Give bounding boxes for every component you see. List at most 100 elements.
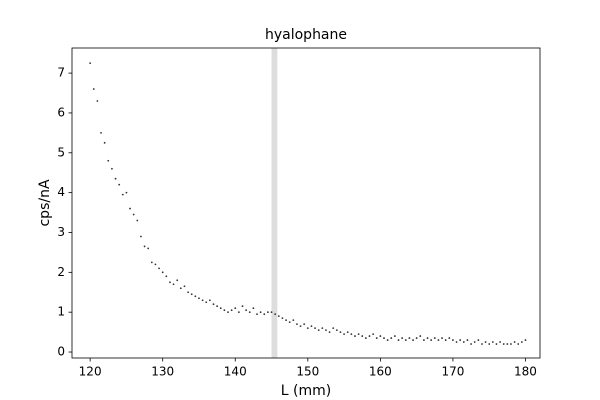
point [288,321,291,324]
point [274,313,277,316]
point [118,183,121,186]
point [459,339,462,341]
point [372,333,375,335]
point [299,325,302,328]
point [306,327,309,330]
point [248,311,251,314]
point [397,339,400,341]
point [125,191,128,194]
point [357,333,360,335]
point [96,100,99,102]
point [448,337,451,339]
point [332,327,335,330]
point [92,88,95,90]
point [267,311,269,314]
point [107,159,110,162]
point [237,311,240,314]
point [245,309,248,312]
point [524,339,527,341]
point [176,279,179,282]
point [339,331,342,334]
point [303,323,306,326]
point [223,309,226,312]
point [470,343,472,345]
point [169,281,171,284]
point [517,343,520,345]
x-tick-label: 140 [224,365,247,379]
point [513,341,516,343]
point [346,331,349,334]
point [361,335,364,337]
highlight-band [271,48,278,358]
point [423,339,425,341]
y-tick-label: 1 [57,305,65,319]
plot-frame [71,47,541,359]
y-tick-label: 7 [57,66,65,80]
point [393,335,396,337]
point [419,335,422,337]
x-tick-label: 180 [514,365,537,379]
point [263,313,266,316]
point [404,339,407,341]
point [433,337,436,339]
point [430,339,433,341]
point [129,207,131,210]
y-axis-label: cps/nA [37,179,53,226]
point [143,245,146,248]
point [154,263,157,266]
point [452,339,454,341]
point [205,301,208,304]
point [121,193,124,196]
y-tick-label: 0 [57,345,65,359]
point [256,313,258,316]
point [314,327,316,330]
point [390,337,393,339]
point [368,335,371,337]
point [241,305,244,308]
point [292,319,295,322]
point [491,341,494,343]
point [335,329,338,332]
point [462,341,465,343]
point [111,167,113,170]
point [172,283,175,286]
point [455,341,458,343]
point [150,261,153,264]
point [466,339,469,341]
y-tick-label: 3 [57,225,65,239]
point [179,287,182,290]
point [510,343,512,345]
point [321,327,324,330]
point [190,293,193,296]
point [227,311,229,314]
point [89,62,92,65]
point [161,271,164,274]
x-tick-label: 130 [151,365,174,379]
point [147,247,150,250]
point [401,337,404,339]
x-tick-label: 150 [296,365,319,379]
point [412,339,414,341]
point [415,337,418,339]
point [212,303,215,306]
point [383,337,385,339]
y-tick-label: 5 [57,145,65,159]
point [140,235,142,238]
x-tick-label: 170 [441,365,464,379]
point [343,333,345,335]
point [350,333,353,335]
point [285,319,287,322]
point [520,341,523,343]
point [488,343,491,345]
point [277,315,280,318]
point [259,311,262,314]
point [473,341,476,343]
point [183,285,186,288]
point [495,343,498,345]
point [219,307,222,310]
y-tick-label: 4 [57,185,65,199]
point [441,337,443,339]
point [208,299,211,302]
